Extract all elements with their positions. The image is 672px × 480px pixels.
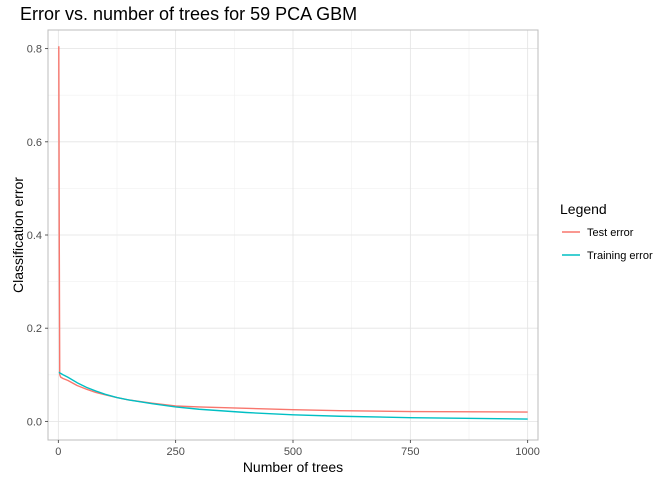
x-axis: 0 250 500 750 1000 — [55, 440, 540, 458]
x-tick-label: 250 — [166, 446, 184, 458]
chart-title: Error vs. number of trees for 59 PCA GBM — [20, 4, 357, 24]
series-line-training-error — [58, 371, 528, 420]
x-axis-title: Number of trees — [243, 459, 343, 475]
x-tick-label: 0 — [55, 446, 61, 458]
legend-title: Legend — [560, 201, 607, 217]
y-tick-label: 0.4 — [27, 230, 42, 242]
y-axis-title: Classification error — [10, 177, 26, 293]
x-tick-label: 1000 — [515, 446, 539, 458]
y-axis: 0.0 0.2 0.4 0.6 0.8 — [27, 44, 48, 428]
x-tick-label: 750 — [401, 446, 419, 458]
y-tick-label: 0.2 — [27, 323, 42, 335]
y-tick-label: 0.8 — [27, 44, 42, 56]
series-layer — [58, 46, 528, 420]
legend-label-test-error: Test error — [587, 227, 634, 239]
legend-label-training-error: Training error — [587, 250, 653, 262]
y-tick-label: 0.0 — [27, 416, 42, 428]
y-tick-label: 0.6 — [27, 137, 42, 149]
x-tick-label: 500 — [284, 446, 302, 458]
legend-items: Test error Training error — [562, 227, 653, 262]
legend: Legend Test error Training error — [560, 201, 653, 262]
